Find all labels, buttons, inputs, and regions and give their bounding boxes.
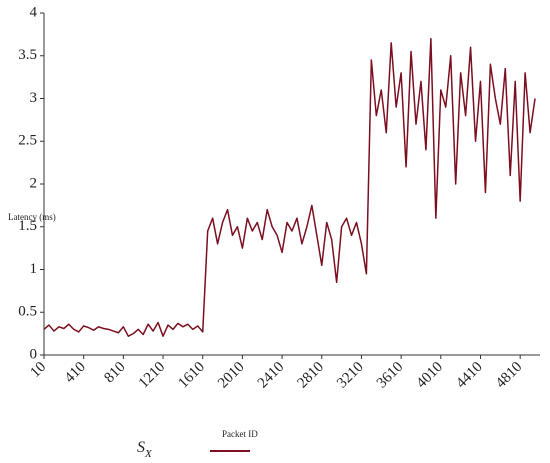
annotation-subscript: X <box>144 448 153 460</box>
y-tick-label: 1 <box>30 261 38 277</box>
x-tick-label: 2010 <box>215 359 248 392</box>
x-tick-label: 3610 <box>374 359 407 392</box>
x-tick-label: 4810 <box>493 359 526 392</box>
y-tick-label: 0.5 <box>18 304 37 320</box>
y-tick-label: 0 <box>30 346 38 362</box>
x-tick-label: 3210 <box>334 359 367 392</box>
annotation: SX <box>137 439 153 460</box>
y-tick-label: 2 <box>30 175 38 191</box>
y-axis-label: Latency (ms) <box>8 212 56 222</box>
y-tick-label: 4 <box>30 4 38 20</box>
data-line <box>43 37 536 337</box>
x-tick-label: 4010 <box>414 359 447 392</box>
y-tick-label: 3 <box>30 90 38 106</box>
x-tick-label: 1610 <box>175 359 208 392</box>
annotation-main: S <box>137 439 145 456</box>
y-tick-label: 1.5 <box>18 218 37 234</box>
legend-label: Packet ID <box>222 429 258 439</box>
x-tick-label: 2810 <box>294 359 327 392</box>
x-tick-label: 810 <box>101 359 128 386</box>
y-tick-label: 2.5 <box>18 133 37 149</box>
y-tick-label: 3.5 <box>18 47 37 63</box>
x-tick-label: 1210 <box>136 359 169 392</box>
x-tick-label: 410 <box>62 359 89 386</box>
x-tick-label: 4410 <box>453 359 486 392</box>
x-tick-label: 2410 <box>255 359 288 392</box>
